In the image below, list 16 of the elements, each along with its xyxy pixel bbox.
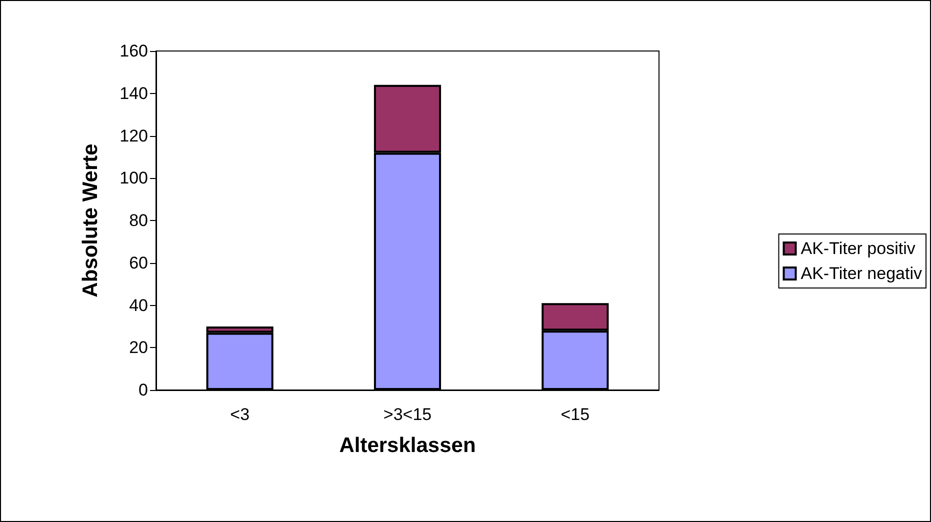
- legend-label: AK-Titer negativ: [800, 264, 922, 283]
- x-axis-title: Altersklassen: [339, 434, 476, 457]
- y-tick-label: 0: [138, 380, 148, 400]
- y-tick-label: 100: [120, 168, 148, 188]
- y-tick-label: 140: [120, 84, 148, 103]
- y-tick-label: 160: [120, 42, 148, 60]
- y-tick-label: 80: [129, 211, 148, 230]
- y-tick-label: 120: [120, 126, 148, 146]
- x-tick-label: >3<15: [383, 405, 432, 424]
- y-tick-label: 40: [129, 296, 148, 315]
- y-axis-title: Absolute Werte: [79, 144, 102, 298]
- y-tick-label: 60: [129, 253, 148, 272]
- y-tick-label: 20: [129, 338, 148, 358]
- x-tick-label: <3: [230, 405, 250, 424]
- legend-label: AK-Titer positiv: [800, 239, 916, 258]
- x-tick-label: <15: [560, 405, 590, 424]
